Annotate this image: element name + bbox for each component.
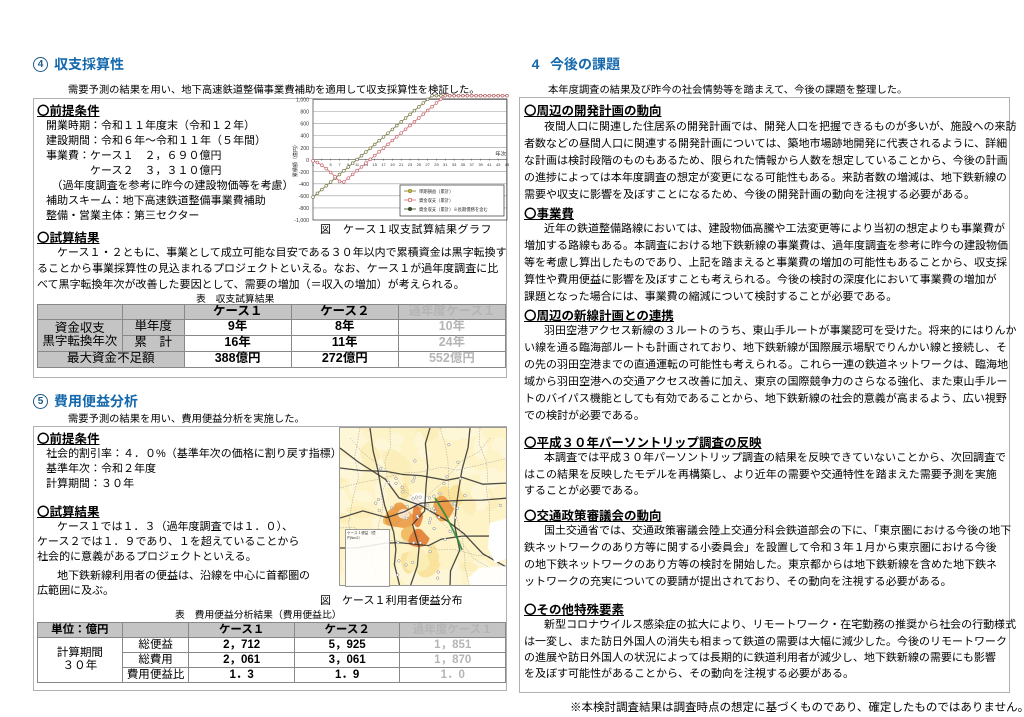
svg-text:35: 35 [461, 162, 466, 167]
svg-text:41: 41 [487, 162, 492, 167]
svg-text:600: 600 [300, 122, 309, 128]
svg-text:資金収支（累計）※長期債務を含む: 資金収支（累計）※長期債務を含む [419, 206, 488, 213]
svg-text:15: 15 [373, 162, 378, 167]
svg-text:29: 29 [434, 162, 439, 167]
svg-text:19: 19 [390, 162, 395, 167]
svg-text:7: 7 [338, 162, 341, 167]
svg-text:1,000: 1,000 [296, 98, 309, 104]
svg-text:39: 39 [478, 162, 483, 167]
svg-text:-800: -800 [299, 206, 309, 212]
svg-text:27: 27 [425, 162, 430, 167]
svg-text:25: 25 [417, 162, 422, 167]
svg-text:5: 5 [330, 162, 333, 167]
svg-text:年次: 年次 [495, 150, 506, 158]
svg-text:33: 33 [452, 162, 457, 167]
svg-text:45: 45 [505, 162, 510, 167]
svg-text:400: 400 [300, 134, 309, 140]
svg-text:単期損益（累計）: 単期損益（累計） [419, 188, 453, 195]
svg-text:-600: -600 [299, 194, 309, 200]
svg-text:累積額（億円）: 累積額（億円） [292, 142, 299, 177]
svg-text:17: 17 [381, 162, 386, 167]
svg-text:800: 800 [300, 110, 309, 116]
svg-text:資金収支（累計）: 資金収支（累計） [419, 197, 453, 204]
svg-text:-200: -200 [299, 170, 309, 176]
svg-text:200: 200 [300, 146, 309, 152]
svg-text:23: 23 [408, 162, 413, 167]
svg-text:31: 31 [443, 162, 448, 167]
svg-text:-1,000: -1,000 [294, 218, 309, 224]
svg-text:1: 1 [312, 162, 315, 167]
svg-text:-400: -400 [299, 182, 309, 188]
svg-text:37: 37 [470, 162, 475, 167]
svg-text:11: 11 [355, 162, 360, 167]
svg-text:0: 0 [306, 158, 309, 164]
svg-text:43: 43 [496, 162, 501, 167]
svg-text:21: 21 [399, 162, 404, 167]
